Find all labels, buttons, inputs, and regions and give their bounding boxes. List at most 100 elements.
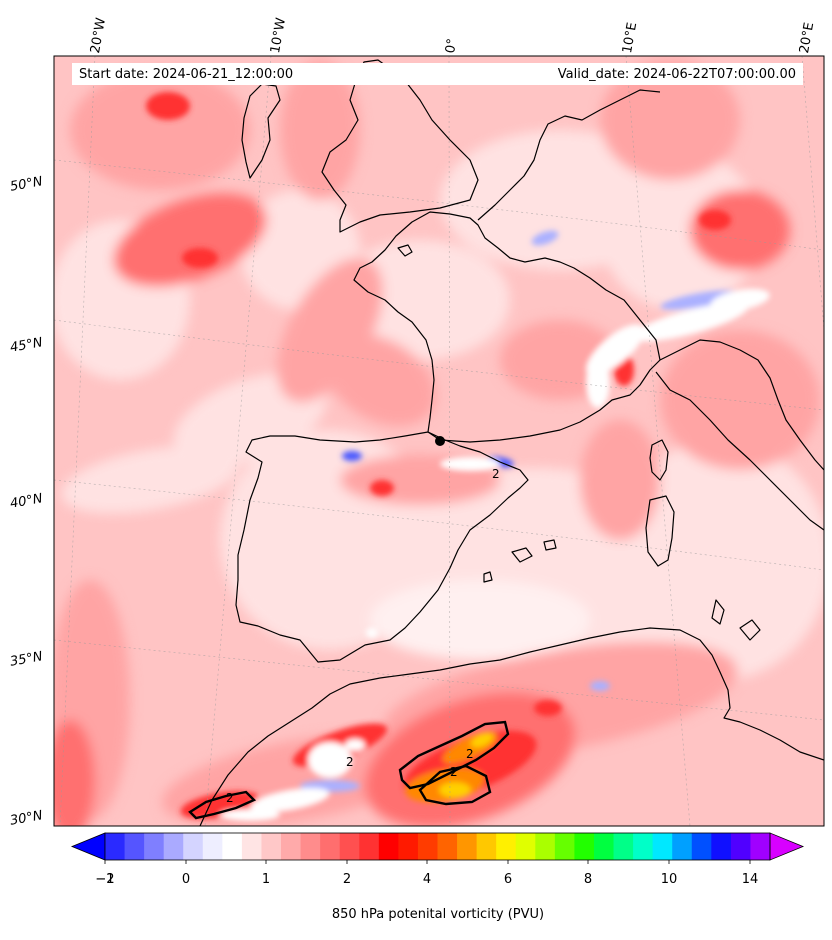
colorbar-swatch: [183, 833, 204, 860]
coast-balearic-2: [543, 539, 557, 551]
colorbar-swatch: [378, 833, 399, 860]
colorbar-tick-label: −1: [95, 872, 115, 887]
coast-sicily: [739, 619, 761, 641]
colorbar-swatch: [457, 833, 478, 860]
colorbar-swatch: [281, 833, 302, 860]
pv-blob: [370, 580, 590, 660]
coast-italy-west: [655, 371, 824, 531]
date-info-bar: Start date: 2024-06-21_12:00:00 Valid_da…: [72, 63, 803, 85]
colorbar-title: 850 hPa potenital vorticity (PVU): [331, 907, 545, 922]
contour-label: 2: [450, 765, 458, 779]
colorbar-swatch: [163, 833, 184, 860]
coast-tunisia: [711, 599, 725, 625]
pv-blob: [610, 440, 824, 680]
pv-blob: [534, 700, 562, 716]
pv-blob: [54, 720, 95, 826]
colorbar-swatch: [105, 833, 126, 860]
colorbar-swatch: [202, 833, 223, 860]
colorbar-swatch: [496, 833, 517, 860]
colorbar-swatch: [554, 833, 575, 860]
pv-blob: [342, 451, 362, 461]
pv-blob: [600, 150, 760, 310]
pv-blob: [699, 210, 731, 230]
colorbar-swatch: [633, 833, 654, 860]
colorbar-swatch: [672, 833, 693, 860]
coast-italy: [659, 339, 824, 471]
pv-blob: [61, 446, 239, 514]
colorbar-tick-label: 4: [422, 872, 432, 887]
pv-blob: [590, 681, 610, 691]
colorbar-swatch: [652, 833, 673, 860]
colorbar-swatch: [241, 833, 262, 860]
colorbar-tick-label: 14: [741, 872, 759, 887]
pyrenees-marker: [435, 436, 445, 446]
pv-blob: [580, 420, 660, 540]
pv-blob: [439, 782, 471, 798]
valid-date-label: Valid_date: 2024-06-22T07:00:00.00: [557, 67, 796, 82]
pv-blob: [660, 290, 740, 310]
pv-blob: [660, 330, 820, 470]
colorbar-swatch: [300, 833, 321, 860]
pv-2-contours: [188, 720, 510, 820]
colorbar-swatch: [124, 833, 145, 860]
colorbar-tick-label: 1: [261, 872, 271, 887]
colorbar-swatch: [398, 833, 419, 860]
colorbar-swatch: [730, 833, 751, 860]
coast-iberia: [235, 431, 529, 663]
map-frame: [53, 55, 825, 827]
pv-blob: [345, 739, 365, 751]
coast-sardinia: [645, 495, 675, 567]
pv-blob: [366, 628, 378, 638]
colorbar-swatch: [515, 833, 536, 860]
colorbar-arrow-left: [70, 832, 106, 861]
colorbar-swatch: [535, 833, 556, 860]
pv-blob: [113, 193, 267, 287]
pv-blob: [308, 742, 352, 778]
colorbar-swatch: [750, 833, 771, 860]
colorbar-swatch: [339, 833, 360, 860]
pv-blob: [182, 248, 218, 268]
colorbar-swatch: [437, 833, 458, 860]
pv-blob: [710, 288, 770, 312]
coast-north-sea: [477, 89, 661, 221]
coast-corsica: [649, 439, 669, 481]
pv-blob: [70, 70, 250, 190]
pv-blob: [277, 257, 383, 403]
colorbar-swatch: [261, 833, 282, 860]
colorbar-swatch: [222, 833, 243, 860]
coast-balearic-3: [483, 571, 493, 583]
pv-blob: [220, 809, 280, 821]
pv-blob: [690, 190, 790, 270]
colorbar-swatch: [711, 833, 732, 860]
colorbar-swatch: [417, 833, 438, 860]
coast-brittany-detail: [397, 244, 413, 257]
contour-label: 2: [226, 791, 234, 805]
pv-blob: [146, 92, 190, 120]
colorbar-tick-label: 8: [583, 872, 593, 887]
colorbar-tick-label: −2: [95, 872, 115, 887]
pv-blob: [250, 787, 330, 813]
colorbar-swatch: [691, 833, 712, 860]
contour-label: 2: [492, 467, 500, 481]
pv-blob: [631, 302, 749, 342]
pv-blob: [531, 230, 559, 246]
colorbar-swatch: [144, 833, 165, 860]
colorbar-tick-label: 0: [181, 872, 191, 887]
start-date-label: Start date: 2024-06-21_12:00:00: [79, 67, 294, 82]
coast-balearic: [511, 547, 533, 563]
colorbar-tick-label: 6: [503, 872, 513, 887]
coast-north-africa: [199, 627, 824, 826]
coast-france: [353, 211, 661, 443]
colorbar-swatch: [320, 833, 341, 860]
contour-label: 2: [466, 747, 474, 761]
colorbar-swatch: [613, 833, 634, 860]
colorbar-swatch: [476, 833, 497, 860]
colorbar-arrow-right: [769, 832, 805, 861]
colorbar-tick-label: 10: [660, 872, 678, 887]
colorbar: [70, 832, 805, 864]
colorbar-swatch: [359, 833, 380, 860]
pv-blob: [600, 60, 740, 180]
